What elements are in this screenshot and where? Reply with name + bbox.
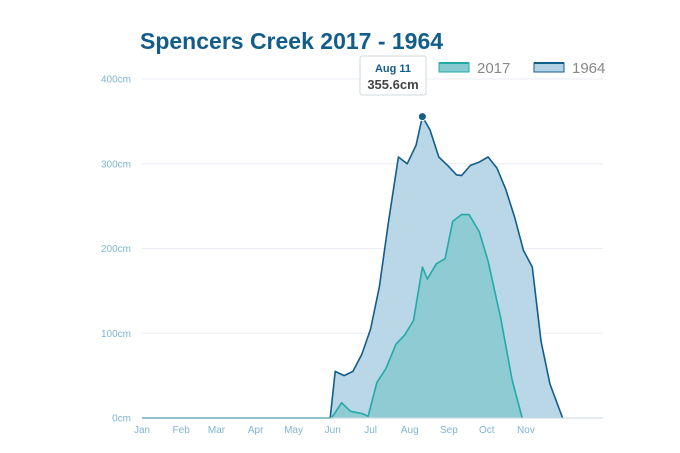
area-fill-2017 xyxy=(142,214,523,418)
x-tick-label: Feb xyxy=(173,425,191,436)
data-point-2017[interactable] xyxy=(452,220,454,222)
series-line-1964 xyxy=(142,115,564,419)
series-line-2017 xyxy=(142,213,523,419)
data-point-2017[interactable] xyxy=(367,415,369,417)
data-point-1964[interactable] xyxy=(531,266,533,268)
data-point-1964[interactable] xyxy=(455,174,457,176)
data-point-1964[interactable] xyxy=(438,156,440,158)
data-point-1964[interactable] xyxy=(361,353,363,355)
data-point-2017[interactable] xyxy=(500,317,502,319)
data-point-2017[interactable] xyxy=(404,334,406,336)
data-point-1964[interactable] xyxy=(378,285,380,287)
legend-label-2017: 2017 xyxy=(477,60,510,77)
data-point-2017[interactable] xyxy=(421,266,423,268)
data-point-1964[interactable] xyxy=(352,370,354,372)
data-point-2017[interactable] xyxy=(340,402,342,404)
data-point-2017[interactable] xyxy=(412,319,414,321)
y-tick-label: 100cm xyxy=(101,329,131,340)
data-point-2017[interactable] xyxy=(487,260,489,262)
data-point-1964[interactable] xyxy=(505,188,507,190)
x-tick-label: May xyxy=(284,425,303,436)
y-tick-label: 400cm xyxy=(101,75,131,86)
data-point-2017[interactable] xyxy=(349,410,351,412)
data-point-1964[interactable] xyxy=(406,163,408,165)
data-point-1964[interactable] xyxy=(549,383,551,385)
y-tick-label: 0cm xyxy=(112,414,131,425)
data-point-2017[interactable] xyxy=(395,343,397,345)
y-tick-label: 200cm xyxy=(101,244,131,255)
x-tick-label: Jan xyxy=(134,425,150,436)
tooltip: Aug 11 355.6cm xyxy=(359,55,427,122)
y-tick-label: 300cm xyxy=(101,159,131,170)
x-tick-label: Mar xyxy=(208,425,226,436)
tooltip-date: Aug 11 xyxy=(375,63,411,75)
data-point-1964[interactable] xyxy=(522,249,524,251)
data-point-1964[interactable] xyxy=(469,164,471,166)
chart-title: Spencers Creek 2017 - 1964 xyxy=(140,28,443,54)
data-point-2017[interactable] xyxy=(435,263,437,265)
data-point-1964[interactable] xyxy=(334,370,336,372)
data-point-1964[interactable] xyxy=(460,174,462,176)
data-point-2017[interactable] xyxy=(468,213,470,215)
x-tick-label: Oct xyxy=(479,425,495,436)
tooltip-box xyxy=(359,55,427,96)
x-tick-label: Aug xyxy=(401,425,419,436)
data-point-2017[interactable] xyxy=(511,379,513,381)
data-point-1964[interactable] xyxy=(496,167,498,169)
x-tick-label: Sep xyxy=(440,425,458,436)
data-point-2017[interactable] xyxy=(362,413,364,415)
series-areas xyxy=(142,115,564,419)
tooltip-marker xyxy=(417,112,427,122)
legend-swatch-1964 xyxy=(533,62,565,73)
data-point-1964[interactable] xyxy=(415,144,417,146)
data-point-2017[interactable] xyxy=(385,368,387,370)
x-tick-label: Jul xyxy=(364,425,377,436)
data-point-1964[interactable] xyxy=(487,156,489,158)
data-point-1964[interactable] xyxy=(343,374,345,376)
legend-label-1964: 1964 xyxy=(572,60,605,77)
data-point-1964[interactable] xyxy=(429,129,431,131)
data-point-1964[interactable] xyxy=(369,328,371,330)
data-point-2017[interactable] xyxy=(444,258,446,260)
legend: 2017 1964 xyxy=(438,60,605,77)
data-point-1964[interactable] xyxy=(397,156,399,158)
tooltip-value: 355.6cm xyxy=(367,77,418,92)
data-point-2017[interactable] xyxy=(426,278,428,280)
data-point-1964[interactable] xyxy=(478,161,480,163)
data-point-2017[interactable] xyxy=(460,213,462,215)
x-axis: Jan Feb Mar Apr May Jun Jul Aug Sep Oct Nov xyxy=(134,417,603,436)
data-point-1964[interactable] xyxy=(446,164,448,166)
y-axis: 0cm 100cm 200cm 300cm 400cm xyxy=(101,75,131,425)
data-point-2017[interactable] xyxy=(376,381,378,383)
x-tick-label: Jun xyxy=(325,425,341,436)
data-point-1964[interactable] xyxy=(540,341,542,343)
data-point-2017[interactable] xyxy=(478,230,480,232)
data-point-1964[interactable] xyxy=(513,216,515,218)
x-tick-label: Nov xyxy=(517,425,535,436)
x-tick-label: Apr xyxy=(248,425,264,436)
legend-swatch-2017 xyxy=(438,62,470,73)
data-point-1964[interactable] xyxy=(387,222,389,224)
